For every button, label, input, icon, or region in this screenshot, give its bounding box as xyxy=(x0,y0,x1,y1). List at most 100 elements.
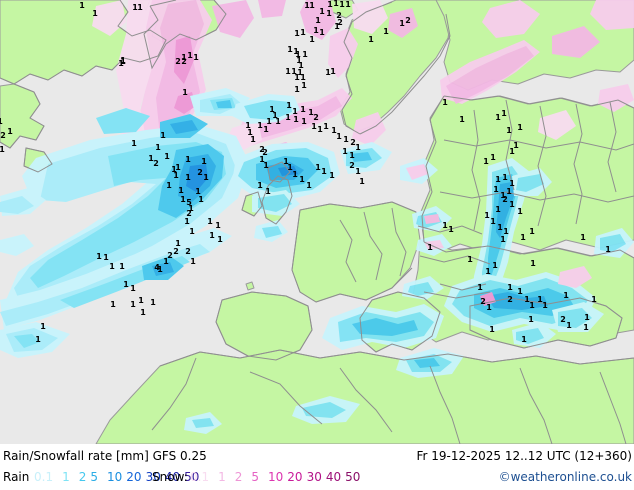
precip-value-label: 1 xyxy=(109,262,115,271)
scale-stop-5[interactable]: 5 xyxy=(90,470,99,484)
rain-color-scale[interactable]: 0.1 1 2 5 10 20 30 40 50 xyxy=(34,469,199,485)
precip-value-label: 1 xyxy=(513,141,519,150)
precip-value-label: 1 xyxy=(580,233,586,242)
precip-value-label: 1 xyxy=(530,259,536,268)
precip-value-label: 1 xyxy=(333,0,339,8)
precip-value-label: 1 xyxy=(329,171,335,180)
precip-value-label: 1 xyxy=(275,117,281,126)
precip-value-label: 1 xyxy=(399,19,405,28)
precip-value-label: 1 xyxy=(131,139,137,148)
precip-value-label: 1 xyxy=(120,56,126,65)
precip-value-label: 1 xyxy=(292,170,298,179)
scale-stop-20[interactable]: 20 xyxy=(287,470,303,484)
precip-value-label: 1 xyxy=(300,73,306,82)
precip-value-label: 1 xyxy=(0,145,5,154)
scale-stop-0.1[interactable]: 0.1 xyxy=(190,470,210,484)
precip-value-label: 1 xyxy=(306,181,312,190)
precip-value-label: 1 xyxy=(506,187,512,196)
precip-value-label: 1 xyxy=(263,161,269,170)
precip-value-label: 1 xyxy=(359,177,365,186)
precip-value-label: 1 xyxy=(188,204,194,213)
rain-legend-label: Rain xyxy=(3,470,30,484)
precip-value-label: 1 xyxy=(355,167,361,176)
precip-value-label: 1 xyxy=(448,225,454,234)
precip-value-label: 1 xyxy=(138,296,144,305)
rain-field-nordic-sea xyxy=(232,94,300,124)
precip-value-label: 1 xyxy=(490,153,496,162)
precip-value-label: 1 xyxy=(495,175,501,184)
precip-value-label: 1 xyxy=(263,125,269,134)
snow-color-scale[interactable]: 0.1 1 2 5 10 20 30 40 50 xyxy=(190,469,360,485)
precip-value-label: 1 xyxy=(300,105,306,114)
precip-value-label: 1 xyxy=(207,217,213,226)
precip-value-label: 1 xyxy=(483,157,489,166)
precip-value-label: 1 xyxy=(272,111,278,120)
precip-value-label: 1 xyxy=(247,128,253,137)
precip-value-label: 1 xyxy=(295,50,301,59)
precip-value-label: 1 xyxy=(319,28,325,37)
precip-value-label: 1 xyxy=(490,217,496,226)
precip-value-label: 1 xyxy=(336,132,342,141)
scale-stop-2[interactable]: 2 xyxy=(78,470,87,484)
precip-value-label: 1 xyxy=(181,53,187,62)
precip-value-label: 1 xyxy=(584,313,590,322)
scale-stop-0.1[interactable]: 0.1 xyxy=(34,470,54,484)
precip-value-label: 1 xyxy=(325,68,331,77)
precip-value-label: 1 xyxy=(524,295,530,304)
precip-value-label: 1 xyxy=(287,163,293,172)
scale-stop-30[interactable]: 30 xyxy=(306,470,322,484)
precip-value-label: 1 xyxy=(283,157,289,166)
precip-value-label: 2 xyxy=(336,11,342,20)
precip-value-label: 1 xyxy=(184,217,190,226)
scale-stop-1[interactable]: 1 xyxy=(218,470,226,484)
precip-value-label: 4 xyxy=(154,263,160,272)
precip-value-label: 2 xyxy=(349,161,355,170)
precip-value-label: 1 xyxy=(537,295,543,304)
scale-stop-30[interactable]: 30 xyxy=(145,470,161,484)
precip-value-label: 1 xyxy=(35,335,41,344)
precip-value-label: 1 xyxy=(187,51,193,60)
precip-value-label: 1 xyxy=(507,283,513,292)
scale-stop-20[interactable]: 20 xyxy=(126,470,142,484)
scale-stop-5[interactable]: 5 xyxy=(251,470,260,484)
scale-stop-40[interactable]: 40 xyxy=(325,470,342,484)
precip-value-label: 1 xyxy=(190,257,196,266)
precip-value-label: 1 xyxy=(157,265,163,274)
rain-field-black-sea xyxy=(444,228,634,332)
precip-value-label: 1 xyxy=(315,163,321,172)
precip-value-label: 1 xyxy=(309,1,315,10)
scale-stop-50[interactable]: 50 xyxy=(184,470,200,484)
precip-value-label: 1 xyxy=(334,22,340,31)
precip-value-label: 1 xyxy=(343,135,349,144)
copyright-notice[interactable]: ©weatheronline.co.uk xyxy=(498,470,632,484)
precip-value-label: 2 xyxy=(186,209,192,218)
precip-value-label: 1 xyxy=(250,135,256,144)
scale-stop-50[interactable]: 50 xyxy=(345,470,361,484)
precip-value-label: 1 xyxy=(495,205,501,214)
precip-value-label: 1 xyxy=(321,167,327,176)
precip-value-label: 1 xyxy=(96,252,102,261)
precip-value-label: 2 xyxy=(480,297,486,306)
rain-field-mediterranean xyxy=(184,304,556,434)
precip-value-label: 1 xyxy=(171,165,177,174)
precip-value-label: 1 xyxy=(259,155,265,164)
precip-value-label: 2 xyxy=(185,247,191,256)
precip-value-label: 1 xyxy=(331,126,337,135)
precip-value-label: 1 xyxy=(294,29,300,38)
scale-stop-10[interactable]: 10 xyxy=(268,470,284,484)
precip-value-label: 2 xyxy=(560,315,566,324)
precip-value-label: 1 xyxy=(492,261,498,270)
precip-value-label: 1 xyxy=(217,235,223,244)
precip-value-label: 2 xyxy=(502,195,508,204)
precip-value-label: 1 xyxy=(164,152,170,161)
precip-value-label: 1 xyxy=(245,121,251,130)
precip-value-label: 1 xyxy=(500,191,506,200)
scale-stop-10[interactable]: 10 xyxy=(107,470,123,484)
scale-stop-1[interactable]: 1 xyxy=(62,470,70,484)
scale-stop-40[interactable]: 40 xyxy=(164,470,181,484)
precip-value-label: 1 xyxy=(486,303,492,312)
precip-value-label: 1 xyxy=(285,113,291,122)
precip-value-label: 1 xyxy=(185,173,191,182)
scale-stop-2[interactable]: 2 xyxy=(234,470,243,484)
